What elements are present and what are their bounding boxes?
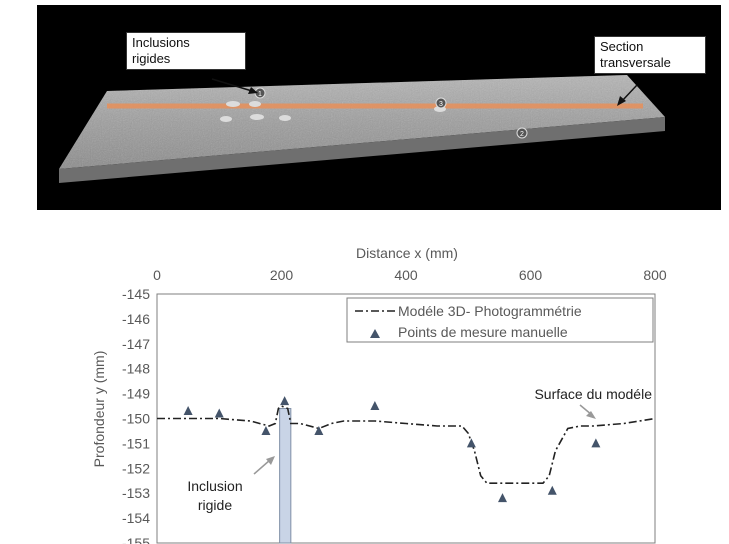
inclusion-bar [279, 408, 292, 544]
data-point-triangle [214, 408, 224, 418]
slab-front-edge [59, 117, 665, 183]
callout-arrows [211, 78, 638, 106]
data-point-triangle [280, 396, 290, 406]
annotation-surface-arrow [579, 404, 596, 419]
y-tick-label: -154 [122, 510, 150, 526]
annotation-inclusion-rigide-line1: Inclusion [187, 478, 242, 494]
legend: Modéle 3D- Photogrammétrie Points de mes… [346, 297, 654, 343]
series-points-mesure-manuelle [183, 396, 601, 503]
x-tick-labels: 0 200 400 600 800 [153, 267, 667, 283]
depth-profile-chart: Distance x (mm) 0 200 400 600 800 -145-146-1… [91, 245, 667, 544]
callout-inclusions-line2: rigides [132, 51, 171, 66]
slab-top-grain [59, 75, 665, 169]
y-tick-label: -155 [122, 535, 150, 544]
annotation-inclusion-arrow [253, 456, 275, 475]
data-point-triangle [261, 425, 271, 435]
callout-section-transversale: Section transversale [594, 36, 706, 74]
x-tick-label: 0 [153, 267, 161, 283]
callout-inclusions-rigides: Inclusions rigides [126, 32, 246, 70]
y-tick-label: -149 [122, 386, 150, 402]
y-tick-label: -153 [122, 485, 150, 501]
marker-2: 2 [516, 127, 528, 139]
data-point-triangle [591, 438, 601, 448]
data-point-triangle [497, 493, 507, 503]
y-tick-label: -148 [122, 361, 150, 377]
y-tick-labels: -145 -146 -147 -148 -149 -150 -151 -152 -153 -154… [122, 286, 150, 544]
x-tick-label: 600 [519, 267, 543, 283]
y-tick-label: -150 [122, 411, 150, 427]
data-point-triangle [466, 438, 476, 448]
marker-3-label: 3 [439, 101, 443, 108]
y-tick-label: -151 [122, 435, 150, 451]
marker-2-label: 2 [520, 131, 524, 138]
data-point-triangle [314, 425, 324, 435]
callout-section-line1: Section [600, 39, 644, 54]
series-line-modele-3d [157, 405, 656, 484]
x-tick-label: 800 [643, 267, 667, 283]
x-tick-label: 400 [394, 267, 418, 283]
annotation-inclusion-rigide-line2: rigide [198, 497, 232, 513]
annotation-surface-du-modele: Surface du modéle [534, 386, 652, 402]
legend-label-modele: Modéle 3D- Photogrammétrie [398, 303, 582, 319]
y-tick-label: -145 [122, 286, 150, 302]
x-axis-title: Distance x (mm) [356, 245, 458, 261]
y-axis-title: Profondeur y (mm) [91, 351, 107, 468]
marker-3: 3 [435, 97, 447, 109]
legend-label-points: Points de mesure manuelle [398, 324, 568, 340]
data-point-triangle [370, 401, 380, 411]
legend-box [346, 297, 654, 343]
legend-triangle-swatch [370, 329, 380, 338]
x-tick-label: 200 [270, 267, 294, 283]
data-point-triangle [183, 406, 193, 416]
marker-1-label: 1 [258, 91, 262, 98]
callout-section-line2: transversale [600, 55, 671, 70]
y-tick-label: -147 [122, 336, 150, 352]
inclusion-bumps [220, 101, 446, 122]
y-tick-label: -146 [122, 311, 150, 327]
callout-inclusions-line1: Inclusions [132, 35, 190, 50]
data-point-triangle [547, 485, 557, 495]
y-tick-label: -152 [122, 460, 150, 476]
